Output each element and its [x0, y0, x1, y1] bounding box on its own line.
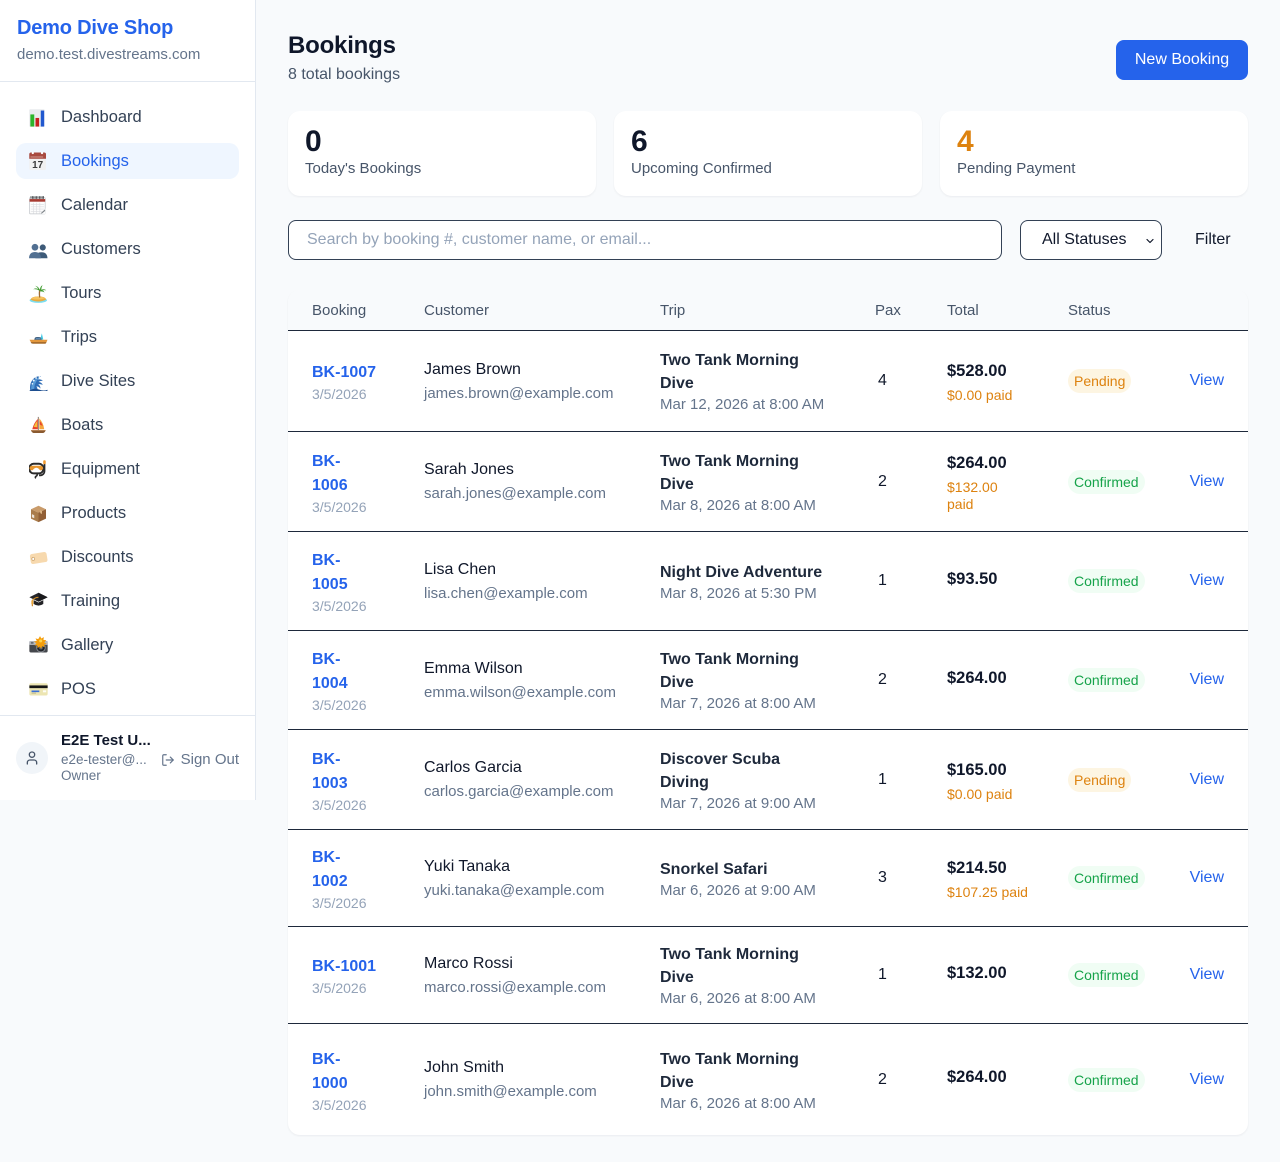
svg-text:17: 17	[32, 159, 44, 170]
